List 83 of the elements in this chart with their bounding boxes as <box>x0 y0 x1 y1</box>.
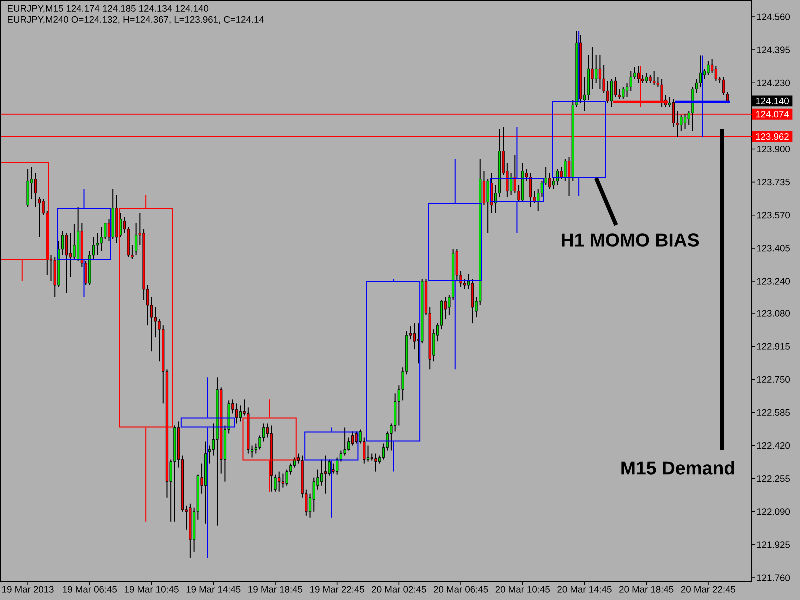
candlestick <box>134 222 138 256</box>
x-tick-label: 20 Mar 14:45 <box>558 586 612 593</box>
candlestick <box>282 473 285 488</box>
candlestick <box>707 60 710 76</box>
candlestick <box>540 180 544 198</box>
ref-line-label: 124.074 <box>756 111 790 118</box>
candlestick <box>278 471 281 492</box>
x-tick-label: 20 Mar 18:45 <box>620 586 674 593</box>
x-tick-label: 19 Mar 2013 <box>2 586 54 593</box>
y-tick-label: 123.570 <box>757 212 790 219</box>
x-tick-label: 19 Mar 06:45 <box>63 586 117 593</box>
y-tick-label: 121.925 <box>757 542 790 548</box>
candlestick <box>490 172 494 214</box>
x-tick-label: 19 Mar 22:45 <box>310 586 364 593</box>
x-tick-label: 19 Mar 18:45 <box>248 586 303 593</box>
candlestick <box>413 323 416 350</box>
candlestick <box>351 431 354 446</box>
candlestick <box>703 68 706 80</box>
y-tick-label: 124.560 <box>757 14 790 20</box>
candlestick <box>366 278 421 472</box>
candlestick <box>96 232 99 256</box>
y-tick-label: 124.395 <box>757 46 790 54</box>
y-tick-label: 123.735 <box>757 179 790 186</box>
y-tick-label: 123.080 <box>757 310 790 317</box>
candlestick <box>104 222 107 240</box>
candlestick <box>722 76 726 96</box>
y-tick-label: 123.900 <box>757 146 790 153</box>
text: EURJPY,M240 O=124.132, H=124.367, L=123.961, C=124.14 <box>8 16 264 24</box>
chart-title: EURJPY,M15 124.174 124.185 124.134 124.140 <box>8 5 209 14</box>
y-tick-label: 124.230 <box>757 80 790 86</box>
y-tick-label: 124.140 <box>756 98 789 104</box>
y-tick-label: 122.915 <box>757 343 790 350</box>
candlestick <box>548 172 552 190</box>
annotation: H1 MOMO BIAS <box>562 234 700 247</box>
candlestick <box>464 278 466 290</box>
candlestick <box>344 427 346 456</box>
ref-line-label: 123.962 <box>756 134 789 140</box>
y-tick-label: 122.585 <box>757 409 790 416</box>
candlestick <box>328 459 331 476</box>
y-tick-label: 121.760 <box>757 574 790 582</box>
candlestick <box>38 196 41 238</box>
candlestick <box>564 158 567 182</box>
candlestick <box>610 78 614 108</box>
x-tick-label: 19 Mar 14:45 <box>186 586 241 593</box>
x-tick-label: 19 Mar 10:45 <box>124 586 179 593</box>
candlestick <box>606 80 610 104</box>
candlestick <box>595 54 598 84</box>
candlestick <box>714 66 718 82</box>
candlestick <box>286 469 288 486</box>
y-tick-label: 123.405 <box>757 245 790 252</box>
annotation: M15 Demand <box>622 461 734 475</box>
x-tick-label: 20 Mar 22:45 <box>681 586 736 593</box>
y-tick-label: 122.750 <box>757 376 790 383</box>
candlestick <box>236 403 238 424</box>
x-tick-label: 20 Mar 02:45 <box>372 586 426 593</box>
candlestick <box>34 172 38 208</box>
candlestick <box>680 114 683 132</box>
candlestick <box>100 226 103 252</box>
candlestick <box>374 453 378 472</box>
candlestick <box>348 437 350 452</box>
candlestick <box>239 405 242 422</box>
x-tick-label: 20 Mar 06:45 <box>434 586 488 593</box>
candlestick <box>366 445 370 462</box>
candlestick <box>274 474 277 492</box>
candlestick <box>684 114 687 130</box>
candlestick <box>332 463 335 474</box>
candlestick <box>65 232 68 294</box>
y-tick-label: 122.090 <box>757 508 790 516</box>
x-tick-label: 20 Mar 10:45 <box>496 586 550 593</box>
candlestick <box>324 455 328 494</box>
candlestick <box>645 72 648 84</box>
candlestick <box>614 76 617 98</box>
y-tick-label: 122.255 <box>757 476 790 482</box>
y-tick-label: 122.420 <box>757 442 790 450</box>
candlestick <box>529 172 532 208</box>
candlestick <box>699 55 702 88</box>
y-tick-label: 123.240 <box>757 278 790 285</box>
candlestick <box>622 86 625 100</box>
candlestick <box>69 232 72 278</box>
candlestick <box>653 70 656 86</box>
candlestick <box>598 54 602 90</box>
candlestick <box>486 178 490 234</box>
candlestick <box>73 224 76 260</box>
